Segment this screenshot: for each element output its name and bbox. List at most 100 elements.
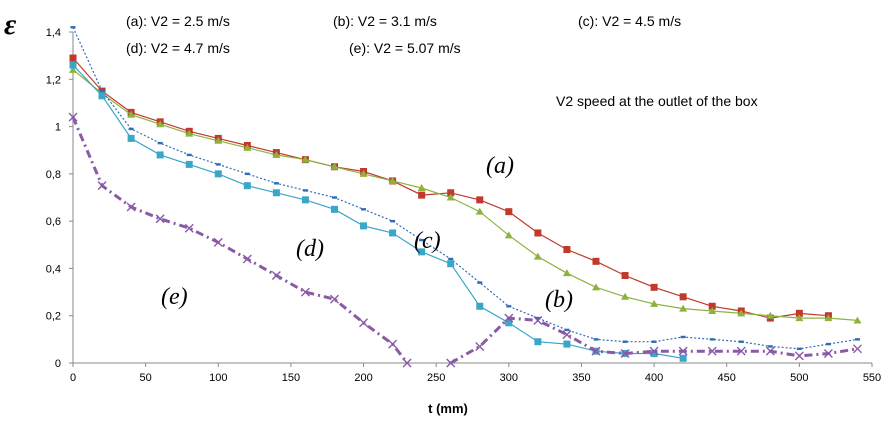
data-point — [533, 252, 542, 260]
data-point — [446, 193, 455, 201]
data-point — [475, 207, 484, 215]
y-tick-label: 0,6 — [46, 216, 61, 228]
data-point — [99, 89, 105, 93]
data-point — [156, 151, 164, 159]
data-point — [475, 341, 485, 351]
data-point — [621, 272, 629, 280]
data-point — [535, 316, 541, 320]
data-point — [650, 283, 658, 291]
curve-label-d: (d) — [296, 236, 324, 262]
data-point — [447, 189, 455, 197]
data-point — [504, 313, 514, 323]
data-point — [563, 246, 571, 254]
curve-label-c: (c) — [414, 228, 441, 254]
data-point — [184, 223, 194, 233]
x-tick-label: 100 — [209, 372, 227, 384]
x-tick-label: 350 — [572, 372, 590, 384]
data-point — [854, 338, 860, 341]
data-point — [69, 54, 77, 62]
data-point — [794, 351, 804, 361]
data-point — [128, 127, 134, 131]
data-point — [359, 318, 369, 328]
data-point — [738, 340, 744, 343]
x-tick-label: 450 — [718, 372, 736, 384]
data-point — [418, 191, 426, 199]
data-point — [767, 345, 773, 348]
data-point — [402, 358, 412, 368]
data-point — [796, 347, 802, 351]
data-point — [477, 281, 483, 284]
series-2 — [70, 26, 860, 351]
data-point — [766, 311, 775, 319]
data-point — [679, 354, 687, 362]
data-point — [534, 229, 542, 237]
y-tick-label: 1 — [55, 122, 61, 134]
data-point — [651, 340, 657, 343]
data-point — [737, 309, 746, 317]
data-point — [823, 349, 833, 359]
data-point — [330, 205, 338, 213]
series-line — [72, 69, 858, 321]
data-point — [329, 294, 339, 304]
data-point — [185, 160, 193, 168]
data-point — [389, 229, 397, 237]
data-point — [331, 196, 337, 199]
data-point — [853, 316, 862, 324]
data-point — [591, 283, 600, 291]
x-tick-label: 400 — [645, 372, 663, 384]
series-3 — [69, 61, 687, 362]
data-point — [562, 269, 571, 277]
x-tick-label: 150 — [282, 372, 300, 384]
annotation-text: V2 speed at the outlet of the box — [556, 93, 758, 109]
data-point — [300, 287, 310, 297]
data-point — [98, 92, 106, 100]
data-point — [649, 346, 659, 356]
data-point — [271, 271, 281, 281]
data-point — [620, 349, 630, 359]
data-point — [593, 338, 599, 341]
data-point — [301, 155, 310, 163]
series-line — [72, 27, 858, 350]
data-point — [69, 65, 77, 73]
data-point — [272, 189, 280, 197]
data-point — [156, 120, 165, 128]
data-point — [506, 305, 512, 308]
data-point — [650, 350, 658, 358]
data-point — [214, 170, 222, 178]
data-point — [273, 182, 279, 185]
curve-label-a: (a) — [486, 153, 514, 179]
data-point — [476, 302, 484, 310]
data-point — [330, 162, 339, 170]
data-point — [242, 254, 252, 264]
data-point — [360, 222, 368, 230]
data-point — [650, 299, 659, 307]
data-point — [243, 143, 252, 151]
data-point — [243, 182, 251, 190]
data-point — [534, 338, 542, 346]
data-point — [476, 196, 484, 204]
data-point — [708, 306, 717, 314]
axes: 0 50 100 150 200 250 300 350 400 450 500 550 0 0,2 0,4… — [46, 27, 881, 384]
data-point — [591, 346, 601, 356]
data-point — [126, 202, 136, 212]
data-point — [244, 172, 250, 176]
y-tick-label: 0,8 — [46, 169, 61, 181]
x-tick-label: 50 — [140, 372, 152, 384]
legend-entry-a: (a): V2 = 2.5 m/s — [126, 13, 230, 29]
series-layer — [68, 26, 862, 368]
data-point — [448, 257, 454, 261]
data-point — [361, 208, 367, 211]
data-point — [214, 136, 223, 144]
data-point — [824, 314, 833, 322]
data-point — [186, 153, 192, 157]
data-point — [795, 309, 803, 317]
x-tick-label: 200 — [354, 372, 372, 384]
x-axis-label: t (mm) — [428, 401, 468, 416]
data-point — [621, 292, 630, 300]
data-point — [185, 129, 194, 137]
series-4 — [68, 112, 862, 368]
y-axis-label: ε — [4, 8, 17, 41]
data-point — [127, 134, 135, 142]
data-point — [70, 26, 76, 29]
data-point — [708, 302, 716, 310]
